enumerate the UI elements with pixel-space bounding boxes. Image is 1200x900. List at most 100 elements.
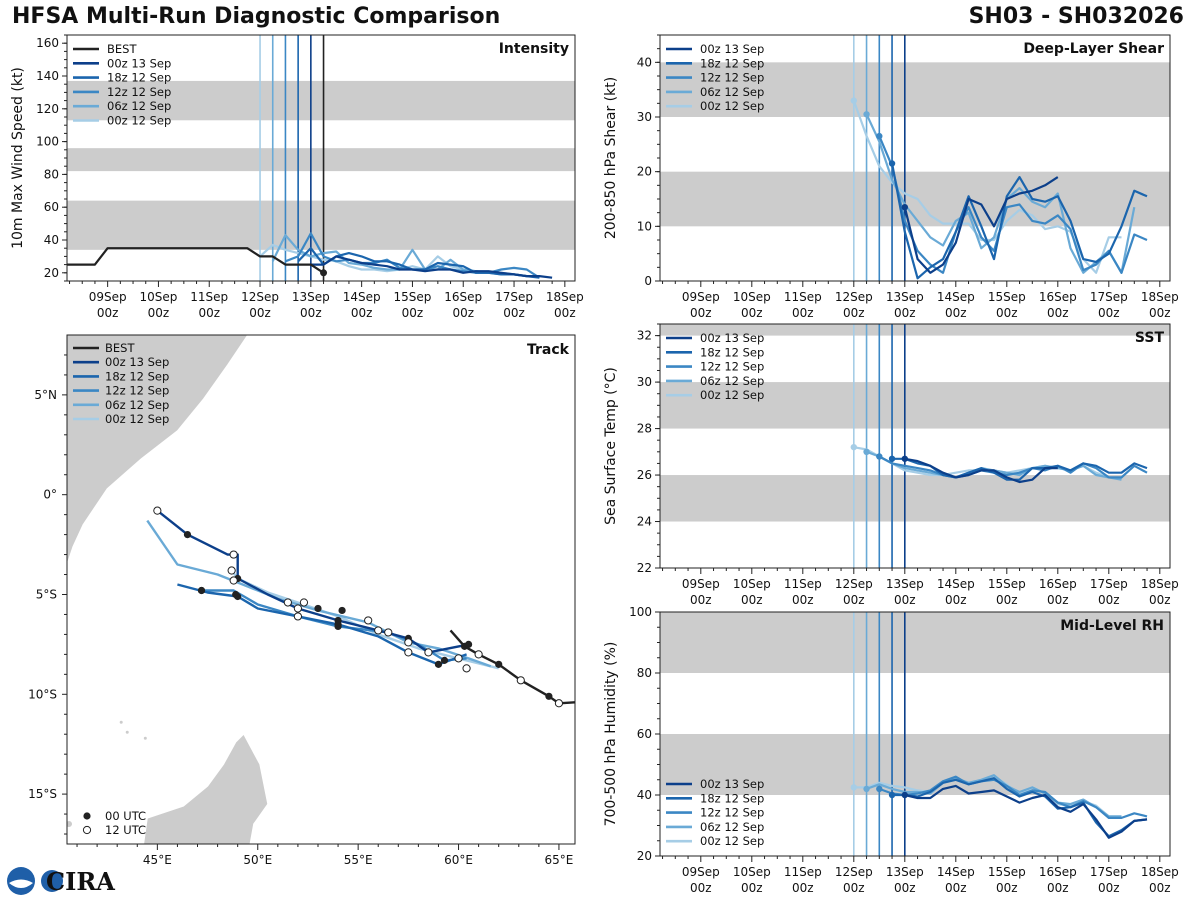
- sst-legend-label: 00z 12 Sep: [700, 388, 764, 402]
- intensity-xtick-label: 11Sep: [190, 290, 228, 304]
- shear-start-marker-00z-13-sep: [901, 204, 908, 211]
- cira-logo: CIRA: [7, 867, 115, 896]
- rh-band-0: [660, 734, 1170, 795]
- sst-xtick-label: 15Sep: [988, 577, 1026, 591]
- track-marker-12utc: [516, 676, 525, 685]
- track-marker-12utc: [462, 664, 471, 673]
- rh-series-06z-12-sep: [866, 774, 1122, 818]
- intensity-legend-label: 06z 12 Sep: [107, 99, 171, 113]
- rh-ylabel: 700-500 hPa Humidity (%): [603, 642, 619, 827]
- track-series-18z-12-sep: [177, 583, 468, 666]
- track-xtick-label: 65°E: [545, 853, 574, 867]
- land-comoros-0: [119, 720, 123, 724]
- intensity-xtick-label: 10Sep: [139, 290, 177, 304]
- rh-legend-label: 00z 13 Sep: [700, 777, 764, 791]
- intensity-xtick-label: 00z: [97, 306, 119, 320]
- rh-ytick-label: 40: [637, 788, 652, 802]
- sst-frame: [659, 323, 1171, 569]
- intensity-xtick-label: 15Sep: [393, 290, 431, 304]
- track-xtick-label: 45°E: [143, 853, 172, 867]
- shear-legend-label: 00z 12 Sep: [700, 99, 764, 113]
- intensity-legend-label: 18z 12 Sep: [107, 71, 171, 85]
- shear-ytick-label: 30: [637, 110, 652, 124]
- track-marker-12utc: [404, 648, 413, 657]
- sst-panel: 22 24 26 28 30 32 09Sep 00z 10Sep 00z 11Sep 00z 12Se…: [603, 323, 1179, 607]
- rh-legend-label: 00z 12 Sep: [700, 834, 764, 848]
- shear-xtick-label: 16Sep: [1039, 290, 1077, 304]
- track-legend-marker-00: [83, 812, 91, 820]
- sst-xtick-label: 18Sep: [1141, 577, 1179, 591]
- sst-xtick-label: 12Sep: [835, 577, 873, 591]
- sst-ytick-label: 28: [637, 422, 652, 436]
- track-marker-00utc: [232, 590, 240, 599]
- rh-legend-label: 12z 12 Sep: [700, 806, 764, 820]
- shear-xtick-label: 18Sep: [1141, 290, 1179, 304]
- sst-start-marker-12z-12-sep: [876, 453, 883, 460]
- track-panel-title: Track: [527, 342, 570, 358]
- rh-start-marker-12z-12-sep: [876, 785, 883, 793]
- intensity-panel-title: Intensity: [499, 41, 569, 57]
- rh-panel: 20 40 60 80 100 09Sep 00z 10Sep 00z 11Sep 00z 12Sep…: [603, 605, 1179, 895]
- sst-panel-title: SST: [1135, 330, 1165, 346]
- track-panel: 45°E 50°E 55°E 60°E 65°E 5°N 0° 5°S 10°S 15°S Trac…: [28, 334, 576, 867]
- intensity-legend-label: 00z 13 Sep: [107, 56, 171, 70]
- intensity-ytick-label: 140: [36, 69, 59, 83]
- track-marker-12utc: [229, 550, 238, 559]
- track-marker-12utc: [454, 654, 463, 663]
- shear-legend-label: 06z 12 Sep: [700, 85, 764, 99]
- sst-plot-area: [660, 324, 1170, 568]
- shear-series-00z-13-sep: [903, 176, 1059, 274]
- intensity-ytick-label: 100: [36, 135, 59, 149]
- track-marker-12utc: [554, 699, 564, 708]
- track-legend-marker-label: 12 UTC: [105, 823, 146, 837]
- intensity-xtick-label: 00z: [402, 306, 424, 320]
- shear-xtick-label: 00z: [1098, 306, 1120, 320]
- sst-band-0: [660, 475, 1170, 522]
- shear-xtick-label: 00z: [741, 306, 763, 320]
- shear-xtick-label: 10Sep: [733, 290, 771, 304]
- track-ytick-label: 10°S: [28, 687, 57, 701]
- intensity-xtick-label: 17Sep: [495, 290, 533, 304]
- intensity-xtick-label: 16Sep: [444, 290, 482, 304]
- intensity-plot-area: [67, 35, 575, 281]
- rh-xtick-label: 10Sep: [733, 865, 771, 879]
- sst-xtick-label: 00z: [792, 593, 814, 607]
- sst-xtick-label: 00z: [690, 593, 712, 607]
- shear-xtick-label: 00z: [690, 306, 712, 320]
- rh-xtick-label: 00z: [1149, 881, 1171, 895]
- sst-xtick-label: 13Sep: [886, 577, 924, 591]
- sst-xtick-label: 11Sep: [784, 577, 822, 591]
- track-ytick-label: 5°N: [34, 388, 57, 402]
- rh-xtick-label: 16Sep: [1039, 865, 1077, 879]
- shear-legend-label: 00z 13 Sep: [700, 42, 764, 56]
- rh-panel-title: Mid-Level RH: [1060, 618, 1164, 634]
- track-marker-00utc: [314, 604, 322, 613]
- track-legend-marker-label: 00 UTC: [105, 809, 146, 823]
- track-marker-12utc: [283, 598, 292, 607]
- sst-xtick-label: 00z: [945, 593, 967, 607]
- track-frame: [66, 334, 576, 845]
- intensity-ytick-label: 20: [44, 266, 59, 280]
- track-marker-00utc: [338, 606, 346, 615]
- track-marker-12utc: [384, 628, 393, 637]
- intensity-xtick-label: 09Sep: [89, 290, 127, 304]
- land-mozambique-edge: [67, 821, 73, 828]
- track-marker-00utc: [183, 531, 192, 539]
- cira-globe-icon: [41, 870, 63, 892]
- shear-panel: 0 10 20 30 40 09Sep 00z 10Sep 00z 11Sep 00z 12Sep 00…: [603, 34, 1179, 320]
- sst-legend-label: 00z 13 Sep: [700, 331, 764, 345]
- shear-xtick-label: 13Sep: [886, 290, 924, 304]
- rh-xtick-label: 00z: [843, 881, 865, 895]
- intensity-xtick-label: 00z: [198, 306, 220, 320]
- rh-xtick-label: 12Sep: [835, 865, 873, 879]
- intensity-ytick-label: 60: [44, 200, 59, 214]
- shear-legend-label: 18z 12 Sep: [700, 56, 764, 70]
- sst-start-marker-00z-12-sep: [850, 443, 857, 451]
- sst-xtick-label: 14Sep: [937, 577, 975, 591]
- rh-start-marker-00z-12-sep: [850, 784, 857, 791]
- rh-legend-label: 18z 12 Sep: [700, 791, 764, 805]
- track-plot-area: [67, 335, 575, 844]
- intensity-series-00z-13-sep: [310, 255, 553, 279]
- intensity-series-best: [67, 247, 325, 274]
- shear-band-1: [660, 62, 1170, 117]
